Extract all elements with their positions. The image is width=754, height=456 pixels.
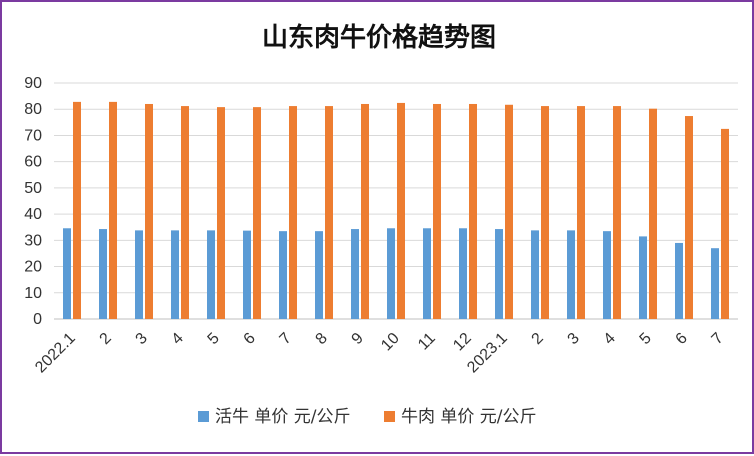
legend-label: 牛肉 单价 元/公斤 [401,407,537,427]
bar-live-cattle [711,248,719,319]
y-tick-label: 90 [24,75,42,92]
bar-live-cattle [423,228,431,319]
x-tick-label: 2 [97,330,115,348]
bar-live-cattle [675,242,683,319]
bar-beef [433,103,441,319]
gridlines [54,82,738,320]
bar-live-cattle [531,230,539,319]
legend-swatch [198,411,209,422]
y-tick-label: 20 [24,259,42,276]
bar-beef [685,116,693,319]
bar-live-cattle [99,229,107,319]
y-tick-label: 40 [24,206,42,223]
bar-beef [181,106,189,319]
x-tick-label: 9 [349,330,367,348]
bar-live-cattle [459,228,467,319]
bar-live-cattle [567,230,575,319]
bar-live-cattle [171,230,179,319]
x-tick-label: 5 [637,330,655,348]
legend-swatch [384,411,395,422]
y-tick-label: 10 [24,285,42,302]
bar-beef [361,103,369,319]
bar-live-cattle [495,229,503,319]
y-axis-labels: 0 10 20 30 40 50 60 70 80 90 [24,75,42,328]
y-tick-label: 80 [24,101,42,118]
bars [63,101,729,320]
bar-beef [649,108,657,319]
x-tick-label: 3 [565,330,583,348]
legend: 活牛 单价 元/公斤 牛肉 单价 元/公斤 [198,407,537,427]
y-tick-label: 0 [33,311,42,328]
x-tick-label: 10 [378,330,403,355]
y-tick-label: 60 [24,154,42,171]
bar-beef [73,101,81,319]
x-tick-label: 2 [529,330,547,348]
bar-live-cattle [315,231,323,319]
y-tick-label: 50 [24,180,42,197]
bar-live-cattle [639,236,647,319]
x-tick-label: 7 [277,330,295,348]
bar-live-cattle [279,231,287,319]
bar-beef [613,106,621,319]
bar-beef [253,107,261,319]
x-tick-label: 3 [133,330,151,348]
y-tick-label: 70 [24,127,42,144]
legend-label: 活牛 单价 元/公斤 [215,407,351,427]
bar-live-cattle [63,228,71,319]
bar-live-cattle [207,230,215,319]
x-tick-label: 4 [169,330,187,348]
x-tick-label: 11 [415,330,439,354]
x-tick-label: 4 [601,330,619,348]
x-tick-label: 2023.1 [464,330,511,377]
bar-beef [721,128,729,319]
x-tick-label: 2022.1 [32,330,79,377]
bar-beef [577,106,585,319]
bar-beef [109,101,117,319]
bar-beef [145,103,153,319]
x-tick-label: 12 [450,330,475,355]
bar-live-cattle [603,231,611,319]
bar-beef [397,102,405,319]
bar-beef [541,106,549,319]
chart-title: 山东肉牛价格趋势图 [262,22,496,53]
x-tick-label: 6 [673,330,691,348]
bar-beef [289,106,297,319]
bar-live-cattle [351,229,359,319]
bar-live-cattle [387,228,395,319]
y-tick-label: 30 [24,232,42,249]
x-tick-label: 6 [241,330,259,348]
bar-beef [217,107,225,319]
bar-live-cattle [243,230,251,319]
bar-beef [505,104,513,320]
bar-live-cattle [135,230,143,319]
x-tick-label: 7 [709,330,727,348]
bar-beef [469,103,477,319]
x-tick-label: 8 [313,330,331,348]
x-tick-label: 5 [205,330,223,348]
bar-beef [325,106,333,319]
